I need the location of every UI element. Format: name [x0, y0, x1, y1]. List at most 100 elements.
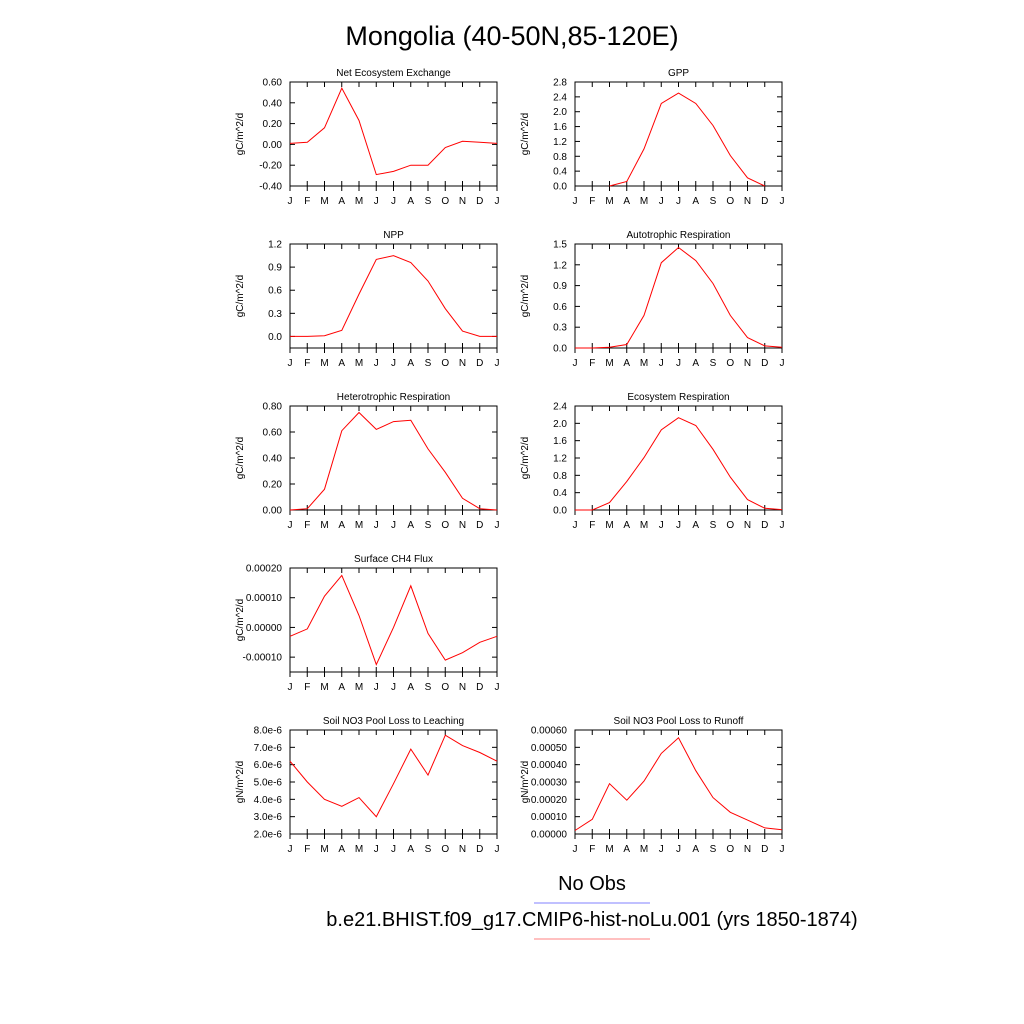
x-tick-label: J [288, 358, 293, 369]
y-axis-label: gC/m^2/d [235, 113, 246, 156]
y-tick-label: 0.0 [553, 506, 567, 517]
x-tick-label: J [659, 196, 664, 207]
y-tick-label: 0.00020 [531, 795, 568, 806]
y-tick-label: 1.2 [553, 454, 567, 465]
series-line [289, 87, 498, 176]
y-tick-label: 0.60 [263, 78, 283, 89]
x-tick-label: J [659, 520, 664, 531]
x-tick-label: N [459, 196, 466, 207]
y-tick-label: 0.00050 [531, 743, 568, 754]
y-tick-label: -0.00010 [243, 653, 283, 664]
x-tick-label: J [573, 196, 578, 207]
x-tick-label: N [459, 844, 466, 855]
y-tick-label: 0.8 [553, 152, 567, 163]
x-tick-label: A [692, 520, 699, 531]
x-tick-label: A [338, 844, 345, 855]
panel-autotrophic-respiration: Autotrophic Respiration gC/m^2/d 1.5 1.2 0.9… [520, 230, 785, 369]
x-tick-label: J [676, 844, 681, 855]
x-tick-label: A [407, 520, 414, 531]
y-tick-label: 0.4 [553, 488, 567, 499]
x-tick-label: O [441, 196, 449, 207]
series-line [289, 734, 498, 818]
x-tick-label: A [338, 682, 345, 693]
x-tick-label: F [589, 358, 595, 369]
y-tick-label: 0.9 [268, 263, 282, 274]
x-tick-label: J [288, 196, 293, 207]
x-tick-label: S [710, 844, 717, 855]
x-tick-label: S [425, 520, 432, 531]
y-tick-label: 0.00010 [246, 593, 283, 604]
x-tick-label: M [640, 358, 648, 369]
x-tick-label: O [441, 520, 449, 531]
x-tick-label: J [495, 682, 500, 693]
x-tick-label: F [589, 520, 595, 531]
panel-heterotrophic-respiration: Heterotrophic Respiration gC/m^2/d 0.80 0.6… [235, 392, 500, 531]
x-tick-label: F [589, 844, 595, 855]
x-tick-label: J [495, 358, 500, 369]
panel-ecosystem-respiration: Ecosystem Respiration gC/m^2/d 2.4 2.0 1.6 1.… [520, 392, 785, 531]
x-tick-label: M [605, 844, 613, 855]
y-tick-label: 1.6 [553, 122, 567, 133]
y-tick-label: 0.00030 [531, 778, 568, 789]
y-tick-label: 2.0e-6 [254, 830, 283, 841]
x-tick-label: A [623, 520, 630, 531]
x-tick-label: M [605, 196, 613, 207]
plot-frame [289, 567, 498, 673]
x-tick-label: N [459, 358, 466, 369]
legend: No Obs b.e21.BHIST.f09_g17.CMIP6-hist-no… [326, 873, 858, 940]
x-tick-label: S [710, 196, 717, 207]
y-tick-label: 3.0e-6 [254, 812, 283, 823]
x-tick-label: D [761, 520, 768, 531]
x-tick-label: J [573, 844, 578, 855]
x-tick-label: F [304, 682, 310, 693]
x-tick-label: J [391, 844, 396, 855]
y-tick-label: 2.0 [553, 419, 567, 430]
x-tick-label: A [623, 844, 630, 855]
x-tick-label: A [407, 358, 414, 369]
y-tick-label: 2.4 [553, 92, 567, 103]
y-axis-label: gN/m^2/d [235, 761, 246, 804]
x-tick-label: M [320, 358, 328, 369]
x-tick-label: N [744, 520, 751, 531]
legend-label-no-obs: No Obs [558, 873, 626, 895]
x-tick-label: A [623, 358, 630, 369]
x-tick-label: A [407, 682, 414, 693]
y-tick-label: 0.40 [263, 98, 283, 109]
x-tick-label: A [407, 196, 414, 207]
y-axis-label: gC/m^2/d [520, 437, 531, 480]
series-line [289, 411, 498, 511]
x-tick-label: J [573, 358, 578, 369]
y-tick-label: 0.00060 [531, 726, 568, 737]
x-tick-label: J [391, 196, 396, 207]
x-tick-label: O [726, 520, 734, 531]
x-tick-label: F [304, 196, 310, 207]
x-tick-label: M [355, 520, 363, 531]
x-tick-label: D [476, 520, 483, 531]
y-tick-label: 0.80 [263, 402, 283, 413]
panels: Net Ecosystem Exchange gC/m^2/d 0.60 0.40 0.… [235, 68, 785, 855]
x-tick-label: J [288, 520, 293, 531]
x-tick-label: M [320, 520, 328, 531]
panel-title: Soil NO3 Pool Loss to Runoff [614, 716, 744, 727]
series-line [575, 246, 783, 349]
x-tick-label: J [659, 358, 664, 369]
y-tick-label: 0.00000 [246, 623, 283, 634]
x-tick-label: A [407, 844, 414, 855]
plot-frame [574, 729, 783, 835]
x-tick-label: N [744, 196, 751, 207]
y-tick-label: 1.2 [553, 137, 567, 148]
y-tick-label: 0.3 [553, 323, 567, 334]
x-tick-label: M [640, 844, 648, 855]
y-axis-label: gC/m^2/d [520, 113, 531, 156]
series-line [574, 736, 783, 831]
x-tick-label: M [355, 682, 363, 693]
y-tick-label: 4.0e-6 [254, 795, 283, 806]
x-tick-label: J [780, 520, 785, 531]
y-tick-label: -0.20 [259, 161, 282, 172]
x-tick-label: F [304, 520, 310, 531]
panel-title: Surface CH4 Flux [354, 554, 433, 565]
series-line [575, 417, 783, 511]
plot-frame [289, 81, 498, 187]
y-tick-label: 0.6 [268, 286, 282, 297]
y-tick-label: 0.00 [263, 506, 283, 517]
